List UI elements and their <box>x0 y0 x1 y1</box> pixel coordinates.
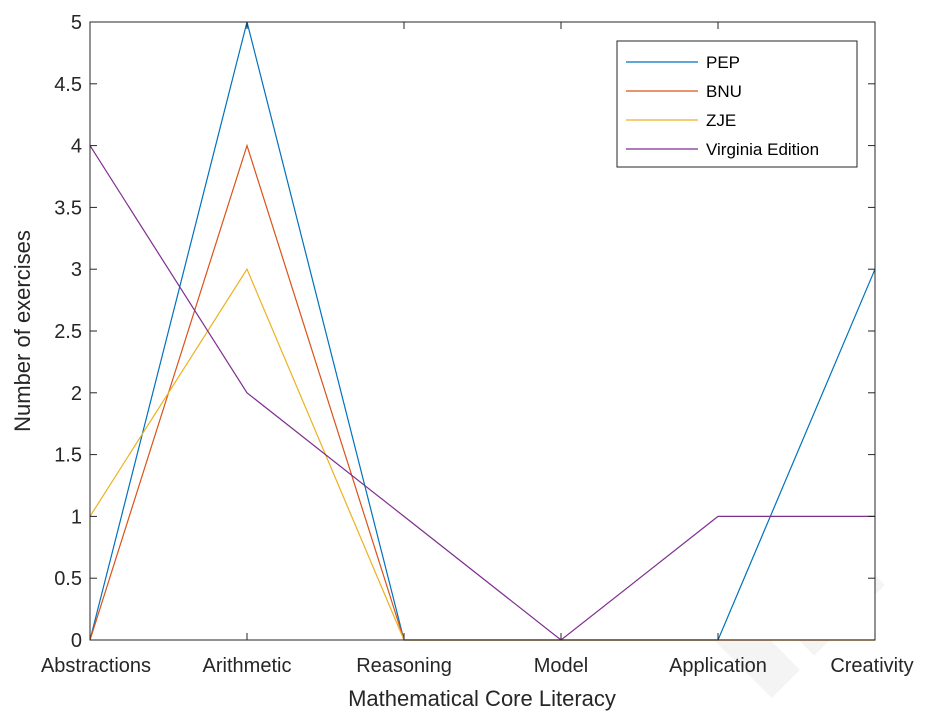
y-tick-label: 4 <box>71 136 82 158</box>
y-tick-label: 0.5 <box>54 568 82 590</box>
x-tick-label: Creativity <box>830 655 913 677</box>
y-tick-label: 5 <box>71 12 82 34</box>
legend-label: Virginia Edition <box>706 140 819 159</box>
x-tick-label: Application <box>669 655 767 677</box>
y-tick-label: 1.5 <box>54 445 82 467</box>
x-axis-title: Mathematical Core Literacy <box>348 686 616 711</box>
x-axis: Abstractions Arithmetic Reasoning Model Appl… <box>41 22 914 677</box>
series-line-virginia-edition <box>89 145 875 641</box>
y-tick-label: 2.5 <box>54 321 82 343</box>
legend: PEP BNU ZJE Virginia Edition <box>616 40 858 168</box>
y-axis-title: Number of exercises <box>10 230 35 432</box>
x-tick-label: Arithmetic <box>203 655 292 677</box>
y-axis: 0 0.5 1 1.5 2 2.5 3 3.5 4 4.5 5 <box>54 12 875 652</box>
y-tick-label: 3.5 <box>54 197 82 219</box>
x-tick-label: Abstractions <box>41 655 151 677</box>
x-tick-label: Model <box>534 655 588 677</box>
y-tick-label: 1 <box>71 506 82 528</box>
y-tick-label: 2 <box>71 383 82 405</box>
y-tick-label: 3 <box>71 259 82 281</box>
y-tick-label: 4.5 <box>54 74 82 96</box>
legend-items: PEP BNU ZJE Virginia Edition <box>626 53 819 159</box>
legend-label: ZJE <box>706 111 736 130</box>
y-tick-label: 0 <box>71 630 82 652</box>
plot-frame <box>89 21 876 641</box>
legend-label: BNU <box>706 82 742 101</box>
x-tick-label: Reasoning <box>356 655 452 677</box>
legend-label: PEP <box>706 53 740 72</box>
